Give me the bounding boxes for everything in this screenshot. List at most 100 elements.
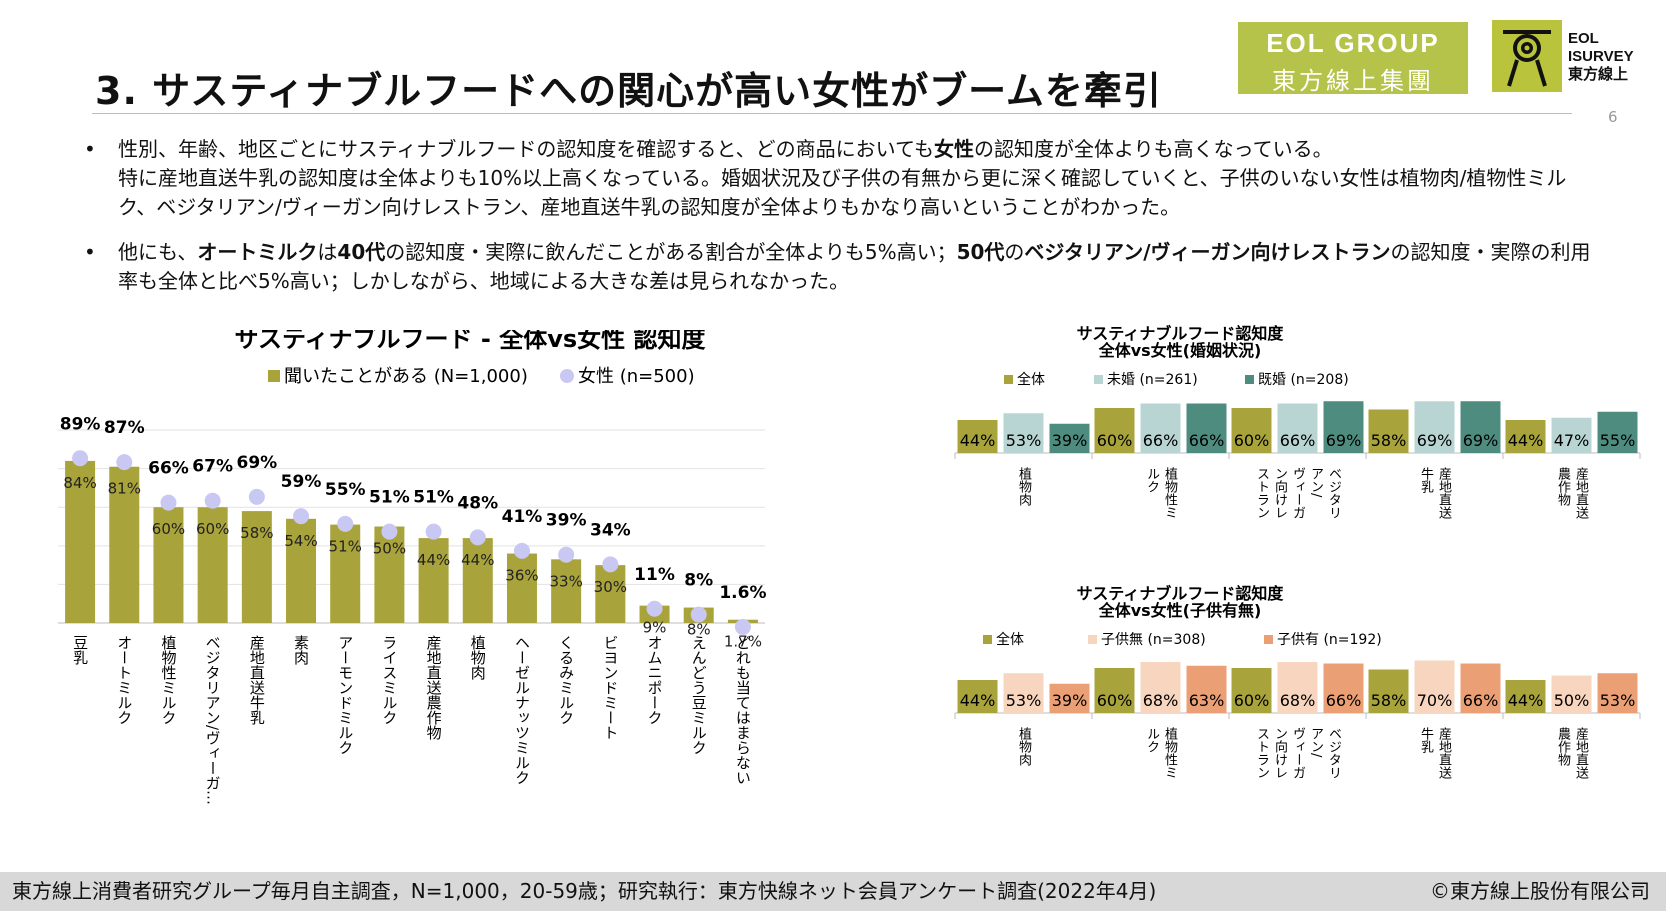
bar (1551, 417, 1592, 453)
chart-title: サスティナブルフード認知度 (1077, 584, 1285, 603)
point-female (381, 523, 398, 540)
data-label: 55% (1600, 431, 1636, 450)
isurvey-logo-icon (1492, 20, 1562, 92)
data-label: 58% (1371, 431, 1407, 450)
category-label: ストラン (1254, 727, 1269, 779)
bullet-text: 他にも、オートミルクは40代の認知度・実際に飲んだことがある割合が全体よりも5%… (118, 240, 1591, 293)
bar-overall (109, 466, 140, 623)
data-label-overall: 81% (108, 480, 141, 498)
bar-overall (595, 565, 626, 623)
category-label: オムニポーク (646, 635, 664, 725)
category-label: アン/ (1308, 727, 1323, 758)
data-label: 39% (1052, 691, 1088, 710)
bullet-text-run: 40代 (337, 240, 386, 264)
data-label-female: 8% (684, 571, 713, 591)
point-female (646, 600, 663, 617)
data-label-overall: 36% (505, 567, 538, 585)
category-label: オートミルク (115, 635, 133, 725)
data-label-female: 1.6% (719, 583, 766, 603)
bullet-text-run: の認知度が全体よりも高くなっている。 (974, 137, 1333, 161)
bar (1505, 420, 1546, 453)
category-label: アーモンドミルク (336, 635, 354, 755)
eol-group-logo-line2: 東方線上集團 (1272, 68, 1434, 95)
isurvey-logo-line1: EOL (1568, 30, 1599, 47)
data-label: 50% (1554, 691, 1590, 710)
eol-group-logo: EOL GROUP 東方線上集團 (1238, 22, 1468, 95)
category-label: ルク (1144, 727, 1159, 753)
legend-label: 既婚 (n=208) (1258, 372, 1349, 388)
chart-title: サスティナブルフード認知度 (1077, 324, 1285, 343)
bar (1186, 403, 1227, 453)
data-label: 58% (1371, 691, 1407, 710)
bullet-text-run: ベジタリアン/ヴィーガン向けレストラン (1024, 240, 1391, 264)
page-title: 3. サスティナブルフードへの関心が高い女性がブームを牽引 (95, 69, 1162, 113)
bar-overall (506, 553, 537, 623)
data-label: 66% (1463, 691, 1499, 710)
bar (1368, 669, 1409, 713)
bar-overall (241, 511, 272, 623)
data-label: 53% (1006, 691, 1042, 710)
data-label: 69% (1326, 431, 1362, 450)
bar-overall (330, 524, 361, 623)
data-label-overall: 54% (284, 532, 317, 550)
data-label-female: 89% (60, 414, 101, 434)
legend-swatch-overall (268, 370, 280, 382)
footer-bar: 東方線上消費者研究グループ毎月自主調査，N=1,000，20-59歳；研究執行：… (0, 872, 1666, 911)
point-female (204, 492, 221, 509)
category-label: 産地直送牛乳 (248, 635, 266, 725)
category-label: 農作物 (1555, 727, 1571, 767)
category-label: 牛乳 (1418, 727, 1434, 753)
eye-icon (1503, 30, 1551, 87)
category-label: ベジタリアン/ヴィーガ… (204, 635, 222, 805)
legend-swatch (1245, 375, 1254, 384)
category-label: ヴィーガ (1290, 467, 1305, 519)
category-label: ルク (1144, 467, 1159, 493)
bar-overall (462, 538, 493, 623)
data-label-female: 51% (413, 488, 454, 508)
point-female (248, 488, 265, 505)
data-label-overall: 60% (196, 520, 229, 538)
legend-swatch-female (560, 369, 574, 383)
bar (1323, 401, 1364, 453)
data-label: 47% (1554, 431, 1590, 450)
title-divider (92, 113, 1572, 114)
bar (1140, 403, 1181, 453)
bar-overall (197, 507, 228, 623)
bar (1460, 401, 1501, 453)
data-label-overall: 50% (373, 540, 406, 558)
category-label: 産地直送 (1436, 726, 1452, 780)
point-female (425, 523, 442, 540)
footer-copyright: ©東方線上股份有限公司 (1430, 879, 1650, 903)
bar (1597, 673, 1638, 713)
category-label: 豆乳 (71, 635, 89, 665)
bar (1140, 662, 1181, 713)
data-label-female: 69% (236, 453, 277, 473)
legend-swatch (1094, 375, 1103, 384)
category-label: ベジタリ (1326, 467, 1342, 519)
data-label-overall: 60% (152, 520, 185, 538)
bar (1505, 680, 1546, 713)
data-label-overall: 33% (549, 572, 582, 590)
legend-swatch (983, 635, 992, 644)
data-label: 66% (1189, 431, 1225, 450)
bar (1094, 668, 1135, 713)
point-female (160, 494, 177, 511)
data-label: 39% (1052, 431, 1088, 450)
bullet-text-run: は (317, 240, 338, 264)
data-label-female: 66% (148, 459, 189, 479)
point-female (469, 529, 486, 546)
category-label: どれも当てはまらない (734, 635, 752, 785)
point-female (337, 515, 354, 532)
bar (1597, 411, 1638, 453)
bullet-item: • 性別、年齢、地区ごとにサスティナブルフードの認知度を確認すると、どの商品におい… (84, 137, 1567, 219)
data-label: 68% (1143, 691, 1179, 710)
data-label-female: 87% (104, 418, 145, 438)
bar-overall (286, 518, 317, 623)
bar (1551, 675, 1592, 713)
data-label-overall: 44% (461, 551, 494, 569)
data-label-female: 11% (634, 565, 675, 585)
data-label-overall: 44% (417, 551, 450, 569)
category-label: 牛乳 (1418, 467, 1434, 493)
data-label: 63% (1189, 691, 1225, 710)
